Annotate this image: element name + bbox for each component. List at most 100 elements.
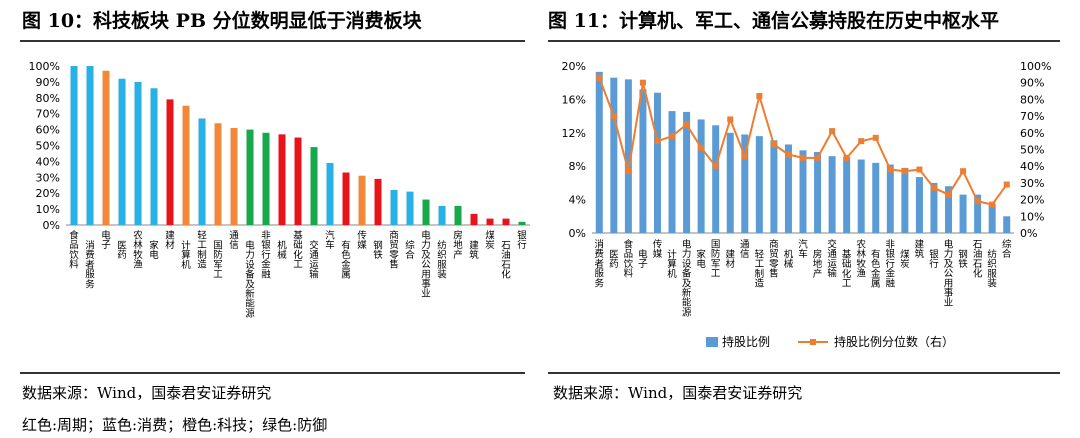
percentile-marker	[887, 166, 894, 173]
right-y-tick-label: 30%	[1020, 177, 1044, 190]
x-tick-label: 家电	[149, 240, 159, 262]
x-tick-label: 汽车	[798, 239, 808, 261]
holding-bar	[1003, 216, 1011, 233]
x-tick-label: 交通运输	[309, 240, 319, 281]
bar	[374, 178, 382, 225]
left-source-note: 数据来源：Wind，国泰君安证券研究	[22, 384, 272, 402]
x-tick-label: 综合	[1002, 239, 1012, 261]
x-tick-label: 传媒	[653, 239, 663, 261]
x-tick-label: 电子	[638, 249, 648, 271]
right-y-tick-label: 70%	[1020, 110, 1044, 123]
holding-bar	[639, 89, 647, 233]
bar	[150, 88, 158, 225]
bar	[262, 132, 270, 225]
holding-bar	[857, 159, 865, 233]
bar	[166, 99, 174, 225]
percentile-marker	[829, 128, 836, 135]
x-tick-label: 消费者服务	[85, 240, 95, 291]
left-title-rule	[20, 40, 525, 42]
bar	[214, 123, 222, 225]
y-tick-label: 30%	[36, 171, 60, 184]
percentile-marker	[683, 121, 690, 128]
x-tick-label: 农林牧渔	[856, 239, 866, 280]
right-y-tick-label: 90%	[1020, 77, 1044, 90]
y-tick-label: 60%	[36, 124, 60, 137]
y-tick-label: 100%	[29, 60, 60, 73]
right-y-tick-label: 10%	[1020, 210, 1044, 223]
bar	[134, 81, 142, 226]
left-chart-title: 图 10：科技板块 PB 分位数明显低于消费板块	[22, 10, 422, 32]
percentile-marker	[916, 166, 923, 173]
left-y-tick-label: 0%	[569, 227, 586, 240]
bar	[438, 205, 446, 225]
y-tick-label: 70%	[36, 108, 60, 121]
percentile-marker	[814, 154, 821, 161]
x-tick-label: 医药	[609, 250, 619, 271]
left-y-tick-label: 4%	[569, 194, 586, 207]
percentile-marker	[800, 154, 806, 161]
bar	[422, 199, 430, 225]
x-tick-label: 消费者服务	[595, 239, 605, 290]
bar	[358, 175, 366, 225]
legend-bar-label: 持股比例	[722, 334, 770, 349]
bar	[470, 213, 478, 225]
holding-bar	[610, 77, 618, 233]
x-tick-label: 基础化工	[293, 230, 303, 271]
x-tick-label: 轻工制造	[197, 230, 207, 271]
right-source-note: 数据来源：Wind，国泰君安证券研究	[553, 384, 803, 402]
right-y-tick-label: 60%	[1020, 127, 1044, 140]
left-footer-rule	[20, 372, 525, 374]
x-tick-label: 房地产	[453, 230, 463, 261]
bar	[486, 218, 494, 225]
x-tick-label: 通信	[740, 240, 750, 261]
x-tick-label: 石油石化	[501, 241, 511, 281]
color-legend-note: 红色:周期；蓝色:消费；橙色:科技；绿色:防御	[22, 416, 328, 434]
x-tick-label: 基础化工	[842, 249, 852, 290]
x-tick-label: 综合	[405, 240, 415, 262]
x-tick-label: 建筑	[469, 240, 479, 262]
right-y-tick-label: 50%	[1020, 144, 1044, 157]
right-y-tick-label: 0%	[1020, 227, 1037, 240]
holding-bar	[726, 132, 734, 233]
percentile-marker	[858, 138, 865, 145]
x-tick-label: 银行	[517, 230, 527, 252]
holding-bar	[784, 144, 792, 233]
legend-line-label: 持股比例分位数（右）	[834, 334, 954, 349]
x-tick-label: 纺织服装	[987, 249, 997, 290]
percentile-marker	[770, 141, 777, 148]
bar	[230, 128, 238, 225]
bar	[86, 66, 94, 225]
percentile-marker	[654, 138, 661, 145]
x-tick-label: 建材	[725, 249, 735, 271]
percentile-marker	[785, 151, 792, 158]
percentile-marker	[639, 79, 646, 86]
percentile-marker	[843, 154, 850, 161]
x-tick-label: 食品饮料	[624, 239, 634, 280]
right-chart-title: 图 11：计算机、军工、通信公募持股在历史中枢水平	[548, 10, 1000, 32]
bar	[118, 78, 126, 225]
percentile-marker	[974, 198, 981, 205]
right-y-tick-label: 80%	[1020, 93, 1044, 106]
x-tick-label: 国防军工	[213, 241, 223, 281]
x-tick-label: 计算机	[667, 249, 677, 280]
x-tick-label: 非银行金融	[261, 230, 271, 281]
x-tick-label: 建材	[165, 230, 175, 252]
x-tick-label: 农林牧渔	[133, 230, 143, 271]
holding-bar	[930, 182, 938, 233]
bar	[246, 129, 254, 225]
holding-bar	[886, 164, 894, 233]
bar	[454, 205, 462, 225]
holding-bar	[755, 136, 763, 233]
bar	[294, 137, 302, 225]
bar	[310, 147, 318, 225]
holding-bar	[843, 157, 851, 233]
holding-bar	[668, 111, 676, 233]
percentile-marker	[712, 163, 719, 170]
x-tick-label: 有色金属	[871, 249, 881, 290]
right-y-tick-label: 100%	[1020, 60, 1051, 73]
x-tick-label: 医药	[117, 241, 127, 262]
y-tick-label: 10%	[36, 203, 60, 216]
x-tick-label: 建筑	[915, 239, 925, 261]
x-tick-label: 煤炭	[485, 230, 495, 252]
